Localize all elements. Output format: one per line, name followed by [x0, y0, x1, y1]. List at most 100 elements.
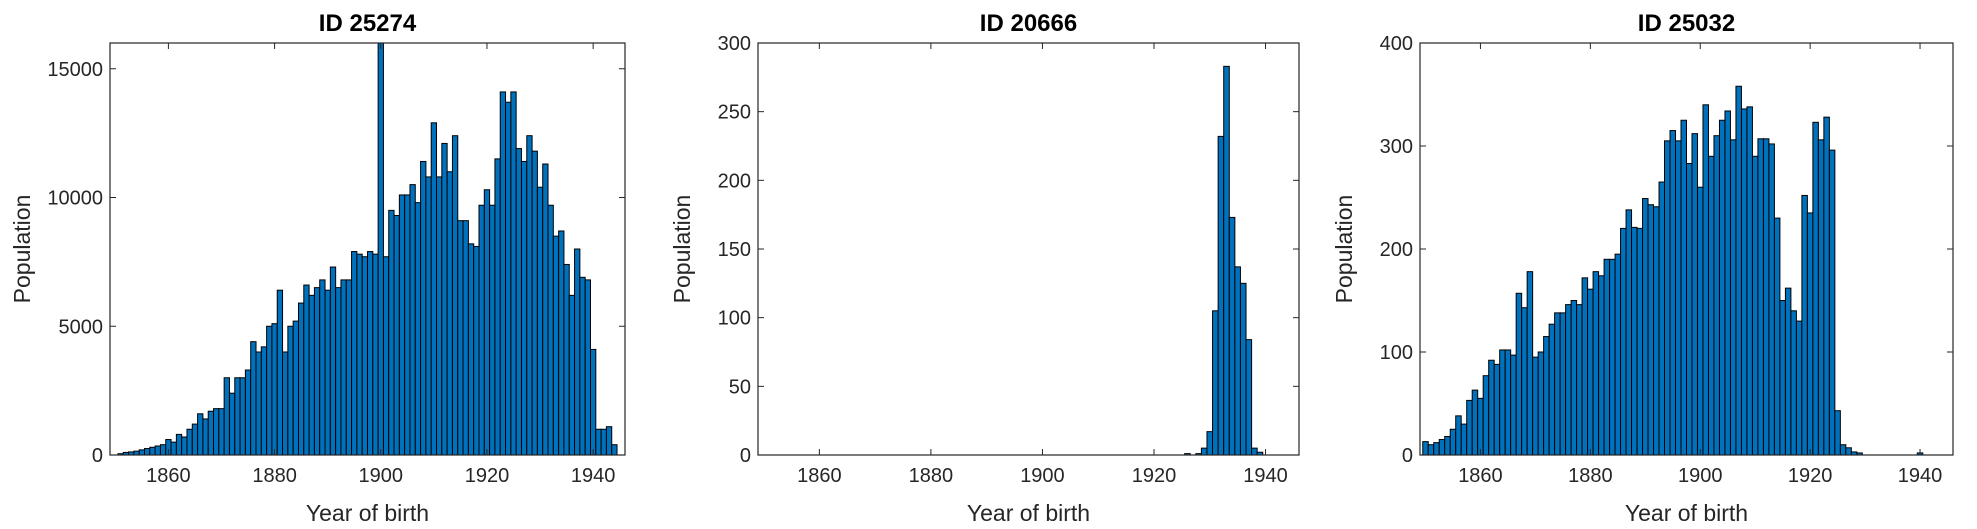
- bar: [1636, 227, 1644, 456]
- bar: [600, 428, 607, 456]
- bar: [1768, 143, 1775, 456]
- bar: [451, 135, 459, 456]
- bar: [1488, 359, 1495, 456]
- y-tick-label: 300: [1380, 136, 1413, 158]
- bar: [574, 248, 581, 456]
- bar: [1686, 163, 1693, 456]
- bar: [170, 441, 177, 456]
- bar: [436, 176, 443, 456]
- bar: [1559, 312, 1567, 456]
- bar: [520, 160, 528, 456]
- bar: [1746, 106, 1753, 456]
- bar: [1217, 135, 1225, 456]
- y-axis-ticks: 0 100 200 300 400: [1380, 33, 1953, 467]
- bar: [324, 289, 331, 456]
- bar: [149, 446, 156, 456]
- bar: [1795, 320, 1803, 456]
- bar: [1537, 351, 1545, 456]
- y-tick-label: 100: [718, 308, 751, 330]
- x-tick-label: 1900: [1020, 465, 1065, 487]
- bar: [1620, 227, 1627, 456]
- bar: [282, 351, 289, 456]
- bar: [1427, 444, 1435, 456]
- bar: [404, 194, 411, 456]
- bar: [1548, 323, 1556, 456]
- bar: [595, 428, 602, 456]
- bar: [430, 122, 438, 456]
- y-tick-label: 0: [740, 445, 751, 467]
- bar: [446, 171, 453, 456]
- x-tick-label: 1860: [146, 465, 191, 487]
- bar: [467, 243, 475, 456]
- chart-title: ID 20666: [980, 10, 1077, 37]
- axes-frame: [109, 42, 626, 456]
- bar: [1515, 292, 1523, 456]
- bar: [1603, 258, 1611, 456]
- bar: [1609, 258, 1616, 456]
- chart-title: ID 25274: [319, 10, 417, 37]
- y-tick-label: 400: [1380, 33, 1413, 55]
- bar: [1751, 155, 1759, 456]
- bar: [276, 289, 284, 456]
- y-tick-label: 250: [718, 102, 751, 124]
- bars-layer: [1422, 85, 1924, 456]
- bar: [1724, 110, 1731, 456]
- bar: [1740, 108, 1748, 456]
- bar: [1587, 288, 1594, 456]
- bar: [1565, 304, 1572, 456]
- bar: [377, 42, 384, 456]
- y-tick-label: 50: [729, 376, 751, 398]
- bar: [558, 230, 565, 456]
- bar: [1449, 428, 1457, 456]
- x-axis-label: Year of birth: [967, 500, 1090, 526]
- x-axis-ticks: 1860 1880 1900 1920 1940: [797, 43, 1288, 487]
- bar: [552, 235, 560, 456]
- bar: [1499, 349, 1506, 456]
- bar: [510, 91, 517, 456]
- bar: [568, 294, 576, 456]
- bar: [393, 215, 400, 456]
- bar: [191, 423, 199, 456]
- bar: [1669, 130, 1677, 456]
- bar: [1460, 423, 1468, 456]
- bar: [1702, 104, 1709, 456]
- x-tick-label: 1880: [252, 465, 297, 487]
- x-axis-ticks: 1860 1880 1900 1920 1940: [1458, 43, 1942, 487]
- y-tick-label: 10000: [47, 188, 103, 210]
- bar: [138, 449, 146, 456]
- chart-panel-2: 1860 1880 1900 1920 1940 0 100 200 300 400 ID 25…: [1331, 10, 1954, 526]
- bar: [1245, 339, 1253, 456]
- bar: [1438, 439, 1446, 456]
- bar: [144, 448, 151, 456]
- bars-layer: [1184, 65, 1264, 456]
- x-tick-label: 1900: [359, 465, 404, 487]
- bar: [1718, 119, 1726, 456]
- bars-layer: [117, 42, 618, 456]
- y-tick-label: 5000: [59, 316, 104, 338]
- y-axis-label: Population: [9, 195, 35, 304]
- bar: [234, 377, 241, 456]
- bar: [1784, 287, 1792, 456]
- bar: [414, 202, 422, 456]
- y-axis-label: Population: [1331, 195, 1357, 304]
- y-tick-label: 300: [718, 33, 751, 55]
- bar: [605, 426, 613, 456]
- bar: [1817, 139, 1825, 456]
- chart-panel-1: 1860 1880 1900 1920 1940 050100150200250300 …: [669, 10, 1300, 526]
- bar: [1691, 133, 1698, 456]
- bar: [361, 256, 369, 456]
- bar: [1570, 300, 1578, 456]
- bar: [1631, 226, 1638, 456]
- bar: [1625, 209, 1633, 456]
- bar: [499, 91, 507, 456]
- bar: [1614, 253, 1622, 456]
- bar: [181, 436, 188, 456]
- bar: [340, 279, 347, 456]
- bar: [1471, 389, 1479, 456]
- bar: [329, 266, 337, 456]
- bar: [345, 279, 353, 456]
- x-tick-label: 1900: [1678, 465, 1723, 487]
- bar: [547, 204, 554, 456]
- bar: [218, 408, 225, 456]
- bar: [1200, 447, 1208, 456]
